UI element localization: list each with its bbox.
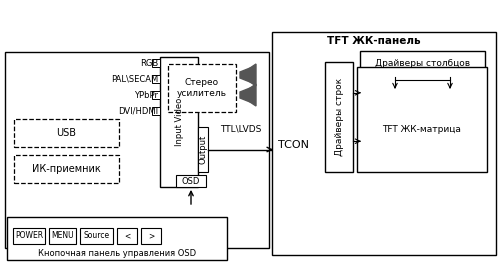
FancyBboxPatch shape bbox=[176, 175, 206, 187]
Text: DVI/HDMI: DVI/HDMI bbox=[118, 106, 158, 116]
FancyBboxPatch shape bbox=[49, 228, 76, 244]
Text: POWER: POWER bbox=[15, 232, 43, 241]
Text: Input Video: Input Video bbox=[174, 98, 184, 146]
Text: RGB: RGB bbox=[140, 58, 158, 68]
Text: TCON: TCON bbox=[278, 139, 310, 150]
FancyBboxPatch shape bbox=[152, 59, 160, 67]
FancyBboxPatch shape bbox=[7, 217, 227, 260]
FancyBboxPatch shape bbox=[325, 62, 353, 172]
Text: YPbPr: YPbPr bbox=[134, 90, 158, 100]
FancyBboxPatch shape bbox=[14, 155, 119, 183]
Text: >: > bbox=[148, 232, 154, 241]
FancyBboxPatch shape bbox=[168, 64, 236, 112]
Text: Кнопочная панель управления OSD: Кнопочная панель управления OSD bbox=[38, 248, 196, 258]
FancyBboxPatch shape bbox=[80, 228, 113, 244]
FancyBboxPatch shape bbox=[272, 32, 496, 255]
Text: Source: Source bbox=[84, 232, 110, 241]
Polygon shape bbox=[240, 88, 250, 102]
FancyBboxPatch shape bbox=[141, 228, 161, 244]
Text: Output: Output bbox=[198, 135, 207, 164]
FancyBboxPatch shape bbox=[14, 119, 119, 147]
Text: Стерео
усилитель: Стерео усилитель bbox=[177, 78, 227, 98]
FancyBboxPatch shape bbox=[152, 91, 160, 99]
Text: ИК-приемник: ИК-приемник bbox=[32, 164, 101, 174]
FancyBboxPatch shape bbox=[360, 51, 485, 77]
FancyBboxPatch shape bbox=[273, 117, 315, 172]
Text: TTL\LVDS: TTL\LVDS bbox=[220, 124, 262, 134]
FancyBboxPatch shape bbox=[152, 107, 160, 115]
Polygon shape bbox=[250, 84, 256, 106]
FancyBboxPatch shape bbox=[117, 228, 137, 244]
Polygon shape bbox=[240, 68, 250, 82]
Text: Драйверы столбцов: Драйверы столбцов bbox=[375, 59, 470, 68]
Text: TFT ЖК-панель: TFT ЖК-панель bbox=[327, 36, 420, 46]
Text: USB: USB bbox=[56, 128, 76, 138]
FancyBboxPatch shape bbox=[198, 127, 208, 172]
FancyBboxPatch shape bbox=[152, 75, 160, 83]
Text: MENU: MENU bbox=[51, 232, 74, 241]
Text: <: < bbox=[124, 232, 130, 241]
Text: PAL\SECAM: PAL\SECAM bbox=[111, 74, 158, 84]
Text: OSD: OSD bbox=[182, 177, 200, 185]
Text: Драйверы строк: Драйверы строк bbox=[334, 78, 344, 156]
FancyBboxPatch shape bbox=[357, 67, 487, 172]
Text: TFT ЖК-матрица: TFT ЖК-матрица bbox=[382, 125, 462, 134]
FancyBboxPatch shape bbox=[13, 228, 45, 244]
Polygon shape bbox=[250, 64, 256, 86]
FancyBboxPatch shape bbox=[160, 57, 198, 187]
